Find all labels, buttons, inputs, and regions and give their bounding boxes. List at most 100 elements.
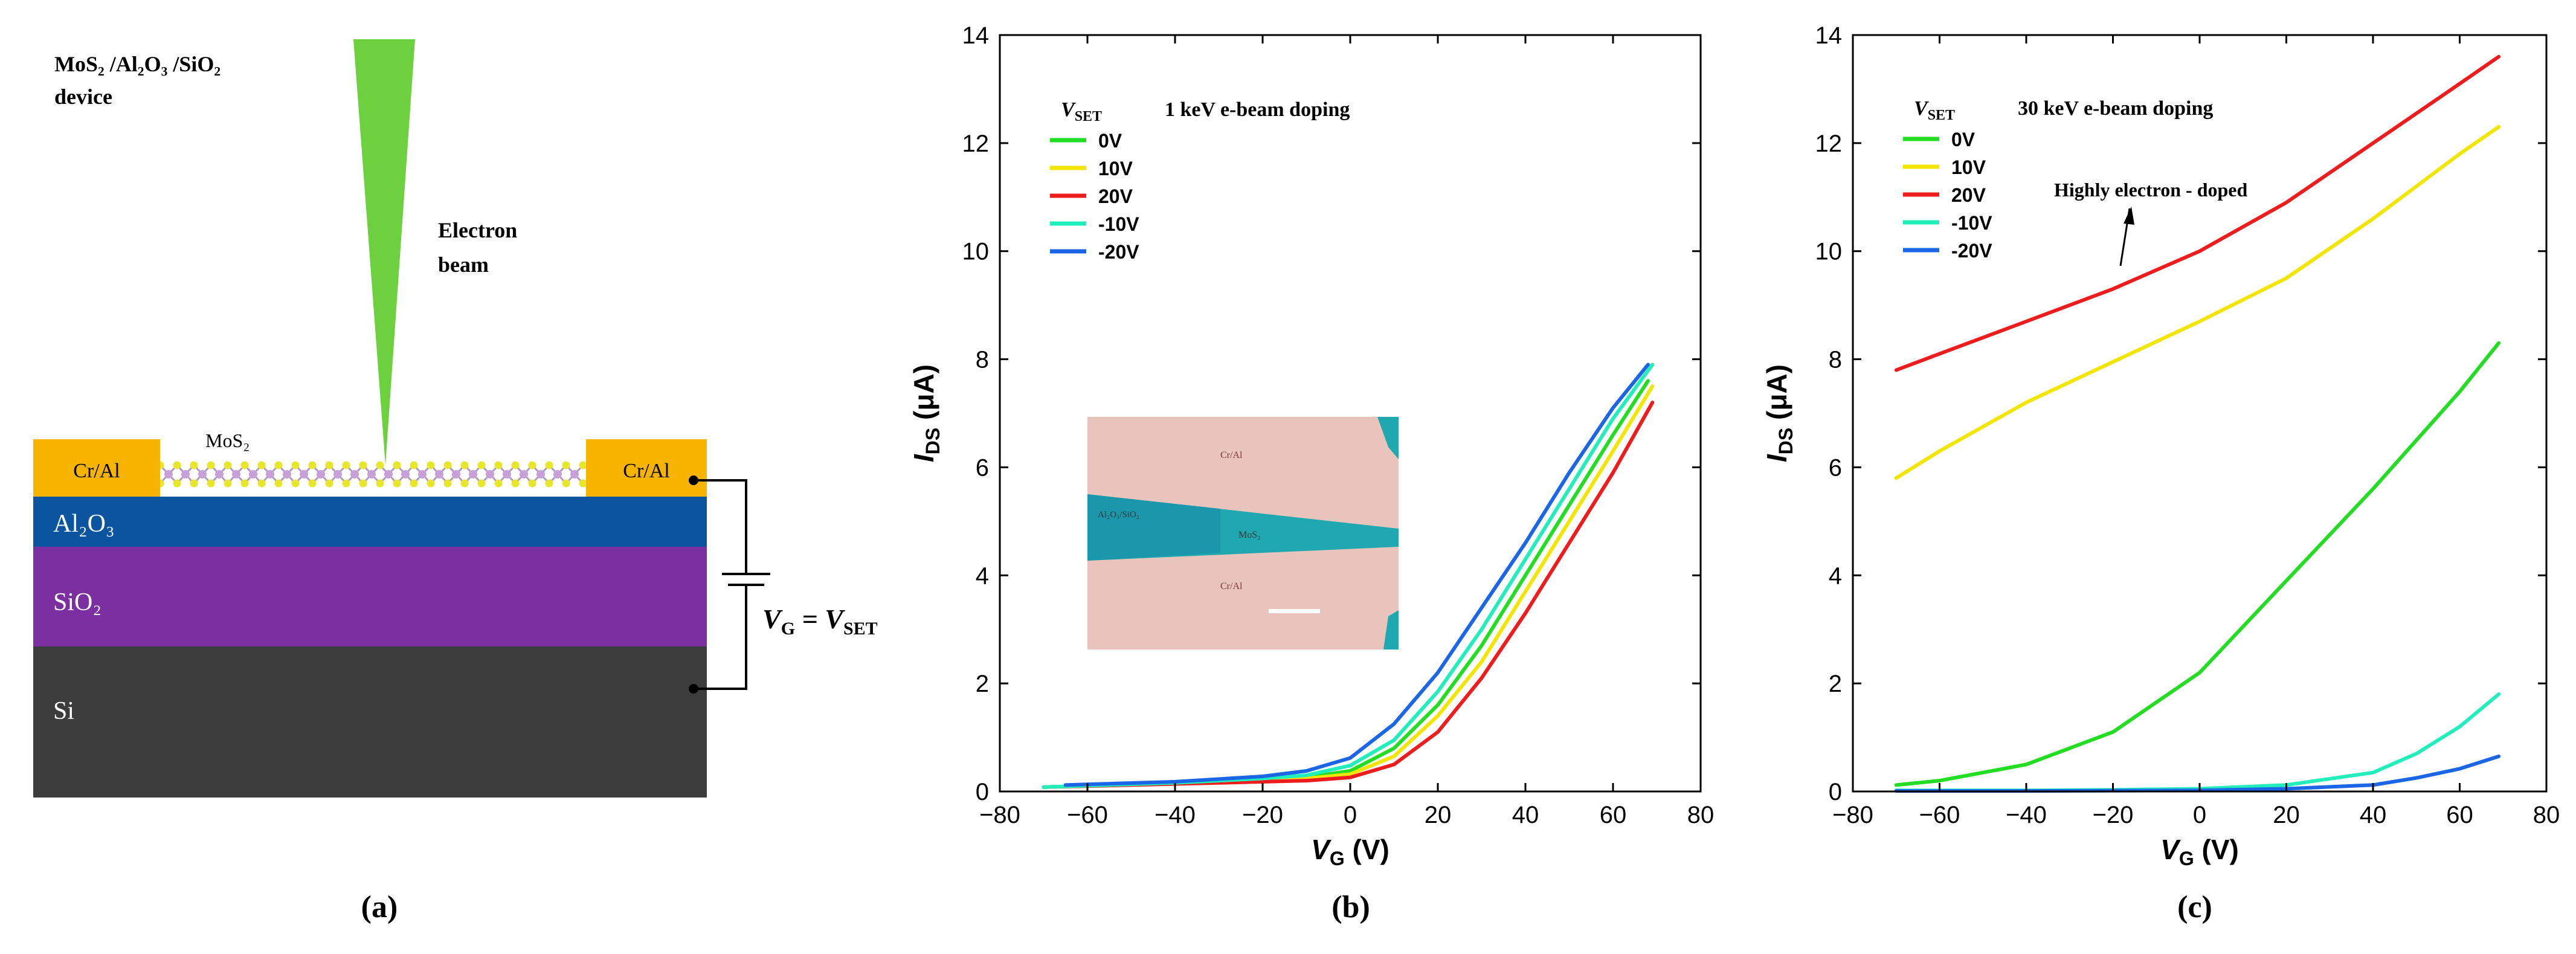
s-atom — [291, 479, 300, 488]
x-tick-label: 40 — [1512, 802, 1539, 828]
device-label-line2: device — [54, 85, 112, 109]
s-atom — [257, 461, 266, 469]
legend-label--20V: -20V — [1951, 240, 1992, 262]
electron-beam-cone — [353, 39, 415, 465]
mo-atom — [469, 470, 477, 479]
panel-b-chart: Cr/Al Al₂O₃/SiO₂ MoS₂ Cr/Al −80 −60 −40 −20… — [908, 22, 1714, 869]
y-tick-label: 12 — [962, 131, 990, 157]
s-atom — [579, 461, 587, 469]
mo-atom — [486, 470, 494, 479]
s-atom — [511, 479, 520, 488]
x-tick-label: −60 — [1067, 802, 1108, 828]
y-tick-label: 8 — [1829, 347, 1842, 373]
left-contact-label: Cr/Al — [73, 460, 120, 482]
legend-title: VSET — [1914, 97, 1955, 123]
s-atom — [562, 461, 570, 469]
mo-atom — [283, 470, 291, 479]
s-atom — [342, 461, 350, 469]
legend-label--10V: -10V — [1098, 213, 1139, 235]
s-atom — [359, 479, 367, 488]
s-atom — [224, 479, 232, 488]
s-atom — [308, 479, 317, 488]
inset-edge-bottom — [1383, 610, 1399, 649]
mo-atom — [418, 470, 427, 479]
sio2-layer — [33, 547, 707, 646]
s-atom — [545, 479, 553, 488]
y-tick-label: 14 — [962, 22, 990, 49]
x-tick-label: −80 — [1832, 802, 1873, 828]
s-atom — [342, 479, 350, 488]
mo-atom — [164, 470, 173, 479]
caption-a: (a) — [361, 890, 398, 924]
mo-atom — [570, 470, 579, 479]
x-tick-label: 20 — [1425, 802, 1452, 828]
y-tick-label: 12 — [1815, 131, 1843, 157]
inset-label-bottom: Cr/Al — [1220, 581, 1243, 591]
s-atom — [376, 461, 384, 469]
x-tick-label: 80 — [1687, 802, 1715, 828]
mo-atom — [266, 470, 274, 479]
x-tick-label: 20 — [2273, 802, 2300, 828]
mo-atom — [536, 470, 545, 479]
s-atom — [443, 461, 452, 469]
s-atom — [359, 461, 367, 469]
s-atom — [308, 461, 317, 469]
x-tick-label: 0 — [2193, 802, 2206, 828]
series-line-20V — [1042, 401, 1655, 789]
right-contact-label: Cr/Al — [623, 460, 669, 482]
si-layer — [33, 646, 707, 798]
mo-atom — [300, 470, 308, 479]
s-atom — [545, 461, 553, 469]
s-atom — [190, 461, 198, 469]
s-atom — [443, 479, 452, 488]
s-atom — [207, 479, 215, 488]
left-contact — [33, 439, 160, 497]
inset-label-oxide: Al₂O₃/SiO₂ — [1098, 510, 1139, 520]
mo-atom — [401, 470, 410, 479]
x-tick-label: 80 — [2533, 802, 2560, 828]
mo-atom — [435, 470, 443, 479]
s-atom — [477, 461, 486, 469]
x-tick-label: 60 — [2446, 802, 2473, 828]
legend-title: VSET — [1061, 98, 1102, 124]
series-line--20V — [1063, 363, 1650, 787]
y-tick-label: 0 — [976, 779, 989, 805]
panel-a-device-schematic: MoS₂ /Al₂O₃ /SiO₂ device Electron beam M… — [33, 39, 878, 924]
s-atom — [393, 479, 401, 488]
beam-label-line1: Electron — [438, 218, 517, 242]
x-tick-label: −40 — [2006, 802, 2047, 828]
series-line-0V — [1894, 341, 2501, 787]
y-tick-label: 14 — [1815, 22, 1843, 49]
scale-bar — [1269, 609, 1320, 613]
mo-atom — [520, 470, 528, 479]
y-tick-label: 4 — [1829, 562, 1842, 589]
legend-note: 1 keV e-beam doping — [1165, 98, 1350, 121]
x-tick-label: −20 — [2093, 802, 2134, 828]
s-atom — [460, 461, 469, 469]
mo-atom — [232, 470, 240, 479]
x-tick-label: 60 — [1600, 802, 1627, 828]
legend-label--20V: -20V — [1098, 241, 1139, 263]
annotation-highly-doped: Highly electron - doped — [2054, 179, 2248, 201]
right-contact — [586, 439, 707, 497]
s-atom — [562, 479, 570, 488]
s-atom — [511, 461, 520, 469]
s-atom — [173, 479, 181, 488]
inset-label-mos2: MoS₂ — [1238, 530, 1261, 540]
legend-label-0V: 0V — [1951, 129, 1975, 150]
mo-atom — [317, 470, 325, 479]
mo-atom — [553, 470, 562, 479]
y-tick-label: 0 — [1829, 779, 1842, 805]
s-atom — [477, 479, 486, 488]
caption-c: (c) — [2177, 890, 2212, 924]
s-atom — [393, 461, 401, 469]
al2o3-layer — [33, 497, 707, 547]
x-tick-label: −20 — [1242, 802, 1283, 828]
right-contact-terminal — [689, 475, 698, 485]
s-atom — [274, 461, 283, 469]
series-line-20V — [1894, 54, 2501, 372]
s-atom — [460, 479, 469, 488]
inset-oxide-region — [1087, 494, 1220, 561]
mo-atom — [384, 470, 393, 479]
